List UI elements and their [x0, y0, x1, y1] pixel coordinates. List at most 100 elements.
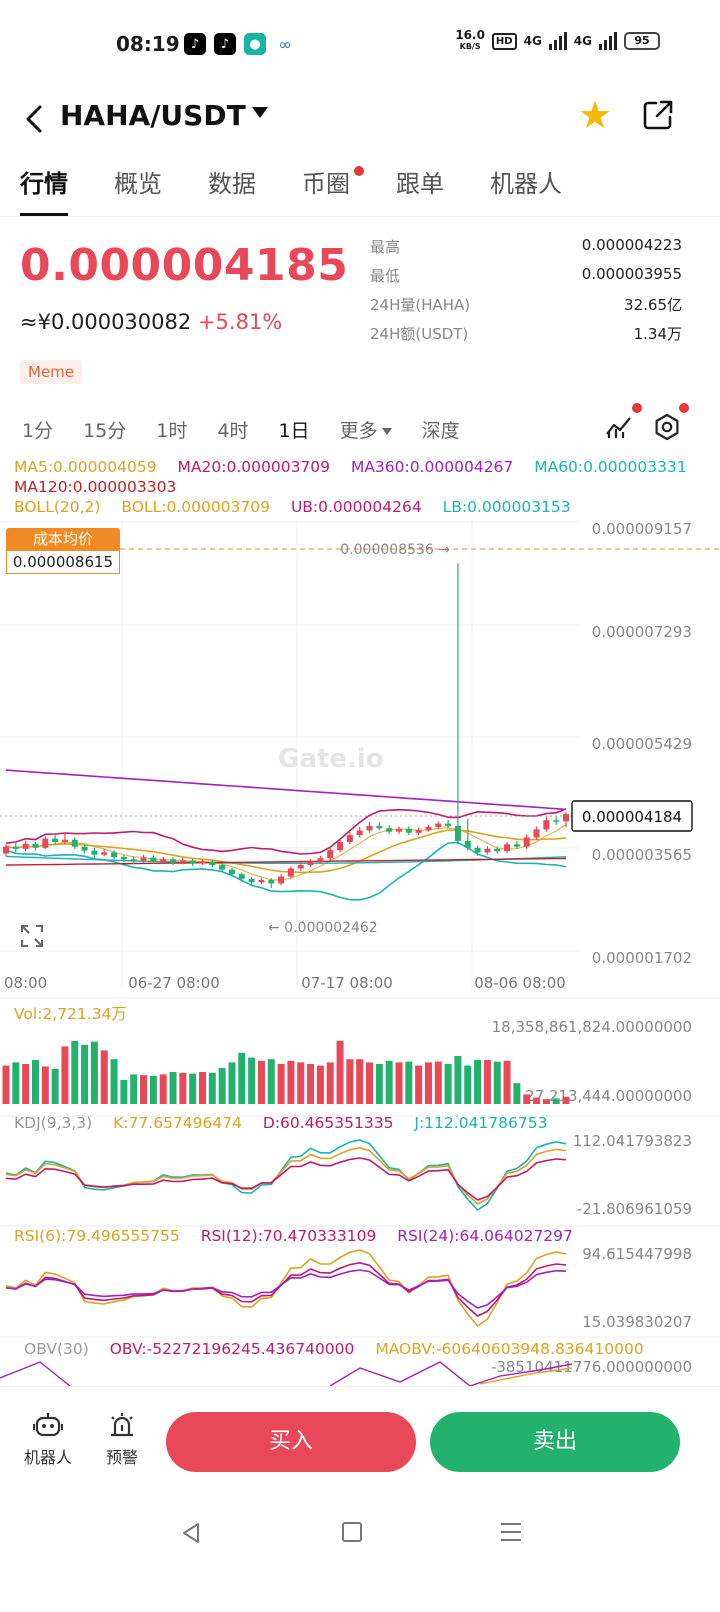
candle-body [91, 850, 98, 855]
candle-body [71, 839, 78, 847]
volume-bar [385, 1060, 393, 1104]
volume-bar [100, 1050, 108, 1104]
bot-button[interactable]: 机器人 [16, 1412, 80, 1468]
alarm-icon [111, 1413, 133, 1437]
rsi24-value: RSI(24):64.064027297 [397, 1227, 573, 1245]
caret-down-icon [381, 428, 392, 435]
obv-line [0, 1361, 573, 1386]
volume-bar [405, 1061, 413, 1104]
cny-price-line: ≈¥0.000030082 +5.81% [20, 310, 282, 334]
category-badge[interactable]: Meme [20, 360, 83, 384]
alert-button[interactable]: 预警 [90, 1412, 154, 1468]
timeframe-more[interactable]: 更多 [340, 416, 392, 443]
rsi6-value: RSI(6):79.496555755 [14, 1227, 180, 1245]
candlestick-chart[interactable]: 0.000009157 0.000007293 0.000005429 0.00000… [0, 520, 720, 1386]
tab-data[interactable]: 数据 [208, 170, 256, 198]
timeframe-15m[interactable]: 15分 [83, 420, 127, 442]
volume-bar [120, 1080, 128, 1104]
share-icon[interactable] [642, 99, 674, 131]
time-axis-label: 07-17 08:00 [301, 974, 393, 992]
indicator-icon[interactable] [604, 412, 634, 442]
volte-hd-icon: HD [491, 32, 517, 50]
candle-body [356, 830, 363, 836]
tab-bot[interactable]: 机器人 [490, 170, 562, 198]
volume-bar [90, 1041, 98, 1104]
candle-body [268, 880, 275, 884]
candle-body [3, 846, 9, 854]
maobv-line [479, 1367, 573, 1385]
candle-body [533, 829, 540, 838]
volume-bar [542, 1099, 550, 1104]
candle-body [425, 827, 432, 830]
volume-bar [277, 1064, 285, 1104]
timeframe-bar: 1分 15分 1时 4时 1日 更多 深度 [22, 416, 490, 443]
timeframe-1h[interactable]: 1时 [156, 420, 188, 442]
boll-title: BOLL(20,2) [14, 498, 101, 516]
kdj-k-value: K:77.657496474 [113, 1114, 242, 1132]
candle-body [543, 820, 550, 830]
volume-axis-label: 18,358,861,824.00000000 [492, 1018, 692, 1036]
tab-market[interactable]: 行情 [20, 164, 68, 216]
notification-dot [354, 166, 364, 176]
kdj-axis-label: -21.806961059 [577, 1200, 692, 1218]
price-axis-label: 0.000009157 [592, 520, 692, 538]
favorite-star-icon[interactable]: ★ [578, 93, 613, 137]
ma5-line [5, 823, 567, 881]
volume-legend: Vol:2,721.34万 [14, 1002, 143, 1024]
chart-axis-labels: 0.000009157 0.000007293 0.000005429 0.00000… [0, 520, 720, 1376]
pair-title[interactable]: HAHA/USDT [60, 99, 246, 132]
last-price: 0.000004185 [20, 240, 349, 291]
candle-body [228, 869, 235, 875]
low-price-marker: ← 0.000002462 [268, 920, 378, 936]
volume-bar [287, 1060, 295, 1104]
volume-bar [110, 1059, 118, 1104]
volume-bar [395, 1062, 403, 1104]
fullscreen-icon[interactable] [20, 924, 44, 948]
candle-body [258, 880, 265, 883]
tiktok-lite-icon: ♪ [184, 33, 206, 55]
depth-tab[interactable]: 深度 [421, 420, 460, 442]
current-price-label: 0.000004184 [582, 808, 682, 826]
signal-strength-icon [548, 32, 567, 50]
ma-legend: MA5:0.000004059 MA20:0.000003709 MA360:0… [14, 458, 687, 476]
cost-average-value: 0.000008615 [6, 550, 120, 574]
time-axis-label: 08-06 08:00 [474, 974, 566, 992]
candle-body [327, 850, 334, 859]
candle-body [337, 842, 344, 851]
settings-gear-icon[interactable] [652, 412, 682, 442]
back-arrow-icon[interactable] [20, 101, 50, 137]
sell-button[interactable]: 卖出 [430, 1412, 680, 1472]
caret-down-icon[interactable] [252, 107, 268, 118]
volume-bar [228, 1062, 236, 1104]
candle-body [160, 859, 167, 862]
timeframe-1d[interactable]: 1日 [278, 420, 310, 442]
candles [3, 563, 569, 889]
current-price-box [571, 800, 693, 832]
tab-copy-trade[interactable]: 跟单 [396, 170, 444, 198]
volume-bar [61, 1046, 69, 1104]
ma360-line [5, 769, 567, 811]
cost-average-tag[interactable]: 成本均价 0.000008615 [6, 528, 120, 574]
volume-value: Vol:2,721.34万 [14, 1005, 127, 1023]
rsi12-value: RSI(12):70.470333109 [200, 1227, 377, 1245]
timeframe-1m[interactable]: 1分 [22, 420, 54, 442]
timeframe-more-label: 更多 [339, 420, 378, 442]
candle-body [563, 814, 569, 822]
buy-button[interactable]: 买入 [166, 1412, 416, 1472]
volume-bar [434, 1061, 442, 1104]
volume-bar [493, 1061, 501, 1104]
volume-bar [22, 1064, 30, 1104]
nav-back-icon[interactable] [180, 1522, 202, 1544]
kdj-axis-label: 112.041793823 [573, 1132, 692, 1150]
timeframe-4h[interactable]: 4时 [217, 420, 249, 442]
cny-price: ≈¥0.000030082 [20, 310, 192, 334]
candle-body [12, 846, 19, 849]
nav-home-icon[interactable] [342, 1522, 362, 1542]
tab-overview[interactable]: 概览 [114, 170, 162, 198]
nav-recents-icon[interactable] [500, 1522, 522, 1542]
tab-community[interactable]: 币圈 [302, 164, 364, 216]
candle-body [209, 861, 216, 866]
volume-bar [189, 1073, 197, 1104]
obv-title: OBV(30) [24, 1340, 89, 1358]
candle-body [22, 843, 29, 849]
